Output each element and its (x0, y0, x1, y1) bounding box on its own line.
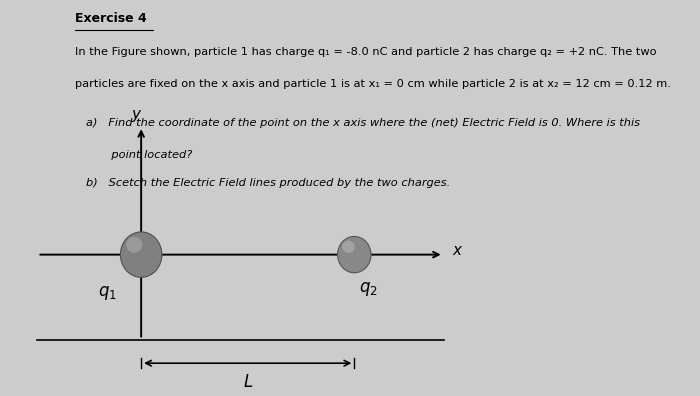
Ellipse shape (337, 236, 371, 273)
Text: Exercise 4: Exercise 4 (75, 12, 146, 25)
Text: b)   Scetch the Electric Field lines produced by the two charges.: b) Scetch the Electric Field lines produ… (86, 178, 451, 188)
Text: In the Figure shown, particle 1 has charge q₁ = -8.0 nC and particle 2 has charg: In the Figure shown, particle 1 has char… (75, 48, 657, 57)
Text: point located?: point located? (86, 150, 192, 160)
Ellipse shape (120, 232, 162, 277)
Text: $q_1$: $q_1$ (98, 284, 117, 302)
Text: $L$: $L$ (243, 373, 253, 391)
Ellipse shape (342, 240, 355, 253)
Ellipse shape (126, 237, 142, 253)
Text: $x$: $x$ (452, 243, 464, 258)
Text: a)   Find the coordinate of the point on the x axis where the (net) Electric Fie: a) Find the coordinate of the point on t… (86, 118, 640, 128)
Text: $y$: $y$ (131, 109, 142, 124)
Text: particles are fixed on the x axis and particle 1 is at x₁ = 0 cm while particle : particles are fixed on the x axis and pa… (75, 79, 671, 89)
Text: $q_2$: $q_2$ (359, 280, 378, 298)
